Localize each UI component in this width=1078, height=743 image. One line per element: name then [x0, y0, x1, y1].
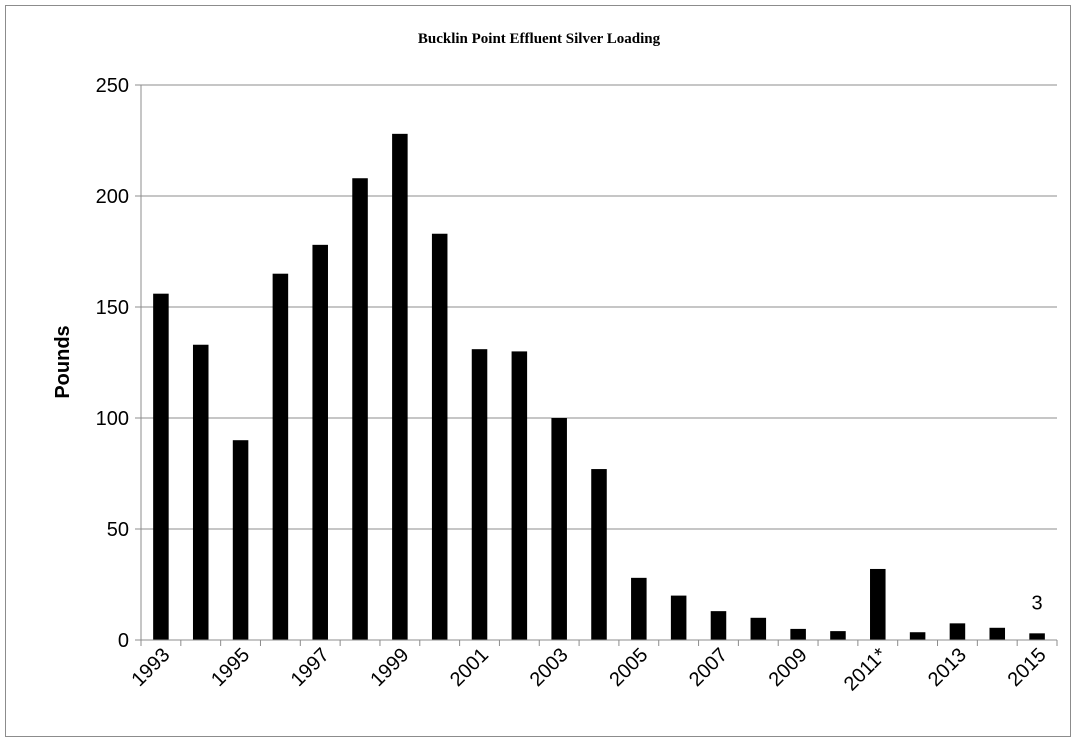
x-tick-label: 2003: [526, 644, 573, 691]
x-tick-label: 2007: [685, 644, 732, 691]
bar-2015: [1029, 633, 1045, 640]
y-tick-label: 50: [107, 519, 129, 541]
bar-1993: [153, 293, 169, 640]
x-tick-label: 1997: [287, 644, 334, 691]
x-tick-label: 2009: [765, 644, 812, 691]
bar-2003: [551, 418, 567, 640]
bars: [153, 133, 1045, 641]
y-tick-label: 100: [96, 408, 129, 430]
x-tick-label: 2013: [924, 644, 971, 691]
bar-1996: [272, 273, 289, 640]
bar-1998: [352, 178, 368, 641]
bar-2006: [670, 595, 687, 640]
bar-2007: [710, 611, 727, 640]
bar-2000: [431, 233, 448, 641]
data-label: 3: [1032, 592, 1043, 614]
bar-2008: [750, 617, 767, 640]
bar-2013: [949, 623, 966, 640]
bar-2011*: [870, 568, 886, 640]
bar-1999: [392, 133, 408, 640]
bar-2014: [989, 627, 1006, 640]
y-tick-label: 200: [96, 186, 129, 208]
bar-2005: [631, 577, 647, 640]
y-tick-label: 0: [118, 630, 129, 652]
bar-2010: [830, 631, 846, 640]
y-tick-label: 150: [96, 297, 129, 319]
x-tick-label: 1995: [207, 644, 254, 691]
bar-1997: [312, 244, 328, 640]
axes: [135, 84, 1058, 646]
bar-2012: [909, 632, 926, 640]
x-tick-label: 2015: [1004, 644, 1051, 691]
chart-frame: [5, 5, 1071, 737]
bar-2001: [471, 349, 488, 640]
bar-2004: [591, 469, 607, 640]
y-axis-title: Pounds: [52, 325, 74, 398]
x-tick-label: 2005: [605, 644, 652, 691]
bar-2002: [511, 351, 528, 640]
bar-2009: [790, 628, 806, 640]
x-tick-label: 1999: [366, 644, 413, 691]
y-tick-label: 250: [96, 75, 129, 97]
x-tick-label: 2011*: [840, 644, 892, 696]
x-tick-label: 1993: [127, 644, 174, 691]
x-tick-label: 2001: [446, 644, 493, 691]
bar-1995: [232, 440, 249, 640]
bar-1994: [192, 344, 209, 640]
chart-title: Bucklin Point Effluent Silver Loading: [417, 31, 661, 47]
